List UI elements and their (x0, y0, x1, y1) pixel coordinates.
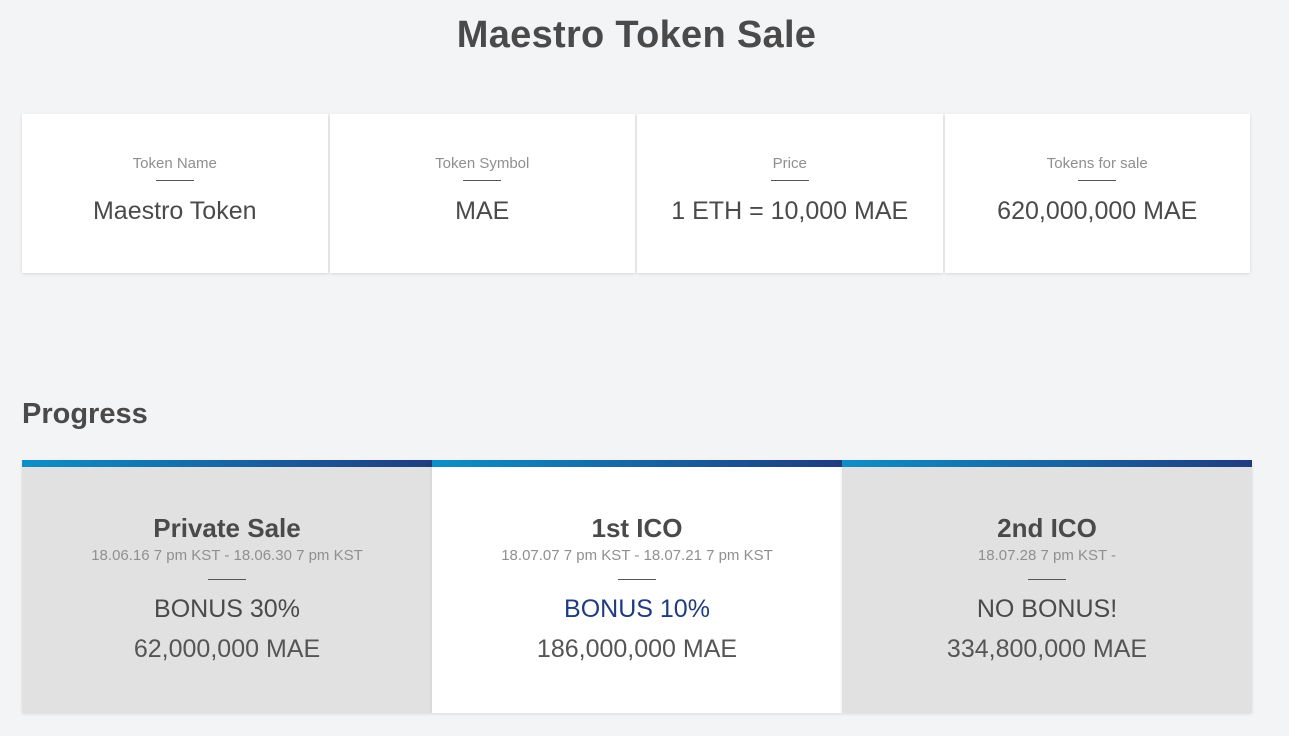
page-title: Maestro Token Sale (456, 14, 817, 56)
token-symbol-label: Token Symbol (435, 155, 530, 172)
stage-1st-ico: 1st ICO 18.07.07 7 pm KST - 18.07.21 7 p… (432, 460, 842, 713)
price-value: 1 ETH = 10,000 MAE (671, 197, 909, 225)
progress-stages: Private Sale 18.06.16 7 pm KST - 18.06.3… (22, 460, 1252, 713)
token-symbol-card: Token Symbol MAE (329, 114, 635, 273)
divider (770, 180, 809, 181)
tokens-for-sale-label: Tokens for sale (1046, 155, 1148, 172)
stage-dates: 18.06.16 7 pm KST - 18.06.30 7 pm KST (91, 547, 363, 564)
token-name-label: Token Name (132, 155, 217, 172)
stage-2nd-ico: 2nd ICO 18.07.28 7 pm KST - NO BONUS! 33… (842, 460, 1252, 713)
stage-accent-bar (432, 460, 842, 467)
divider (1028, 579, 1066, 580)
divider (618, 579, 656, 580)
stage-dates: 18.07.07 7 pm KST - 18.07.21 7 pm KST (501, 547, 773, 564)
divider (208, 579, 246, 580)
stage-accent-bar (22, 460, 432, 467)
stage-bonus: BONUS 10% (564, 595, 710, 623)
stage-amount: 334,800,000 MAE (946, 635, 1148, 663)
stage-accent-bar (842, 460, 1252, 467)
divider (1078, 180, 1117, 181)
stage-bonus: BONUS 30% (154, 595, 300, 623)
token-symbol-value: MAE (455, 197, 510, 225)
stage-amount: 186,000,000 MAE (536, 635, 738, 663)
progress-title: Progress (22, 398, 148, 430)
tokens-for-sale-value: 620,000,000 MAE (997, 197, 1198, 225)
stage-name: 2nd ICO (997, 513, 1097, 543)
stage-name: Private Sale (153, 513, 301, 543)
price-label: Price (772, 155, 807, 172)
token-info-row: Token Name Maestro Token Token Symbol MA… (22, 114, 1250, 273)
stage-name: 1st ICO (591, 513, 683, 543)
stage-amount: 62,000,000 MAE (133, 635, 321, 663)
divider (155, 180, 194, 181)
stage-private-sale: Private Sale 18.06.16 7 pm KST - 18.06.3… (22, 460, 432, 713)
token-name-card: Token Name Maestro Token (22, 114, 328, 273)
divider (463, 180, 502, 181)
price-card: Price 1 ETH = 10,000 MAE (637, 114, 943, 273)
token-name-value: Maestro Token (92, 197, 257, 225)
stage-dates: 18.07.28 7 pm KST - (977, 547, 1117, 564)
tokens-for-sale-card: Tokens for sale 620,000,000 MAE (944, 114, 1250, 273)
stage-bonus: NO BONUS! (976, 595, 1118, 623)
